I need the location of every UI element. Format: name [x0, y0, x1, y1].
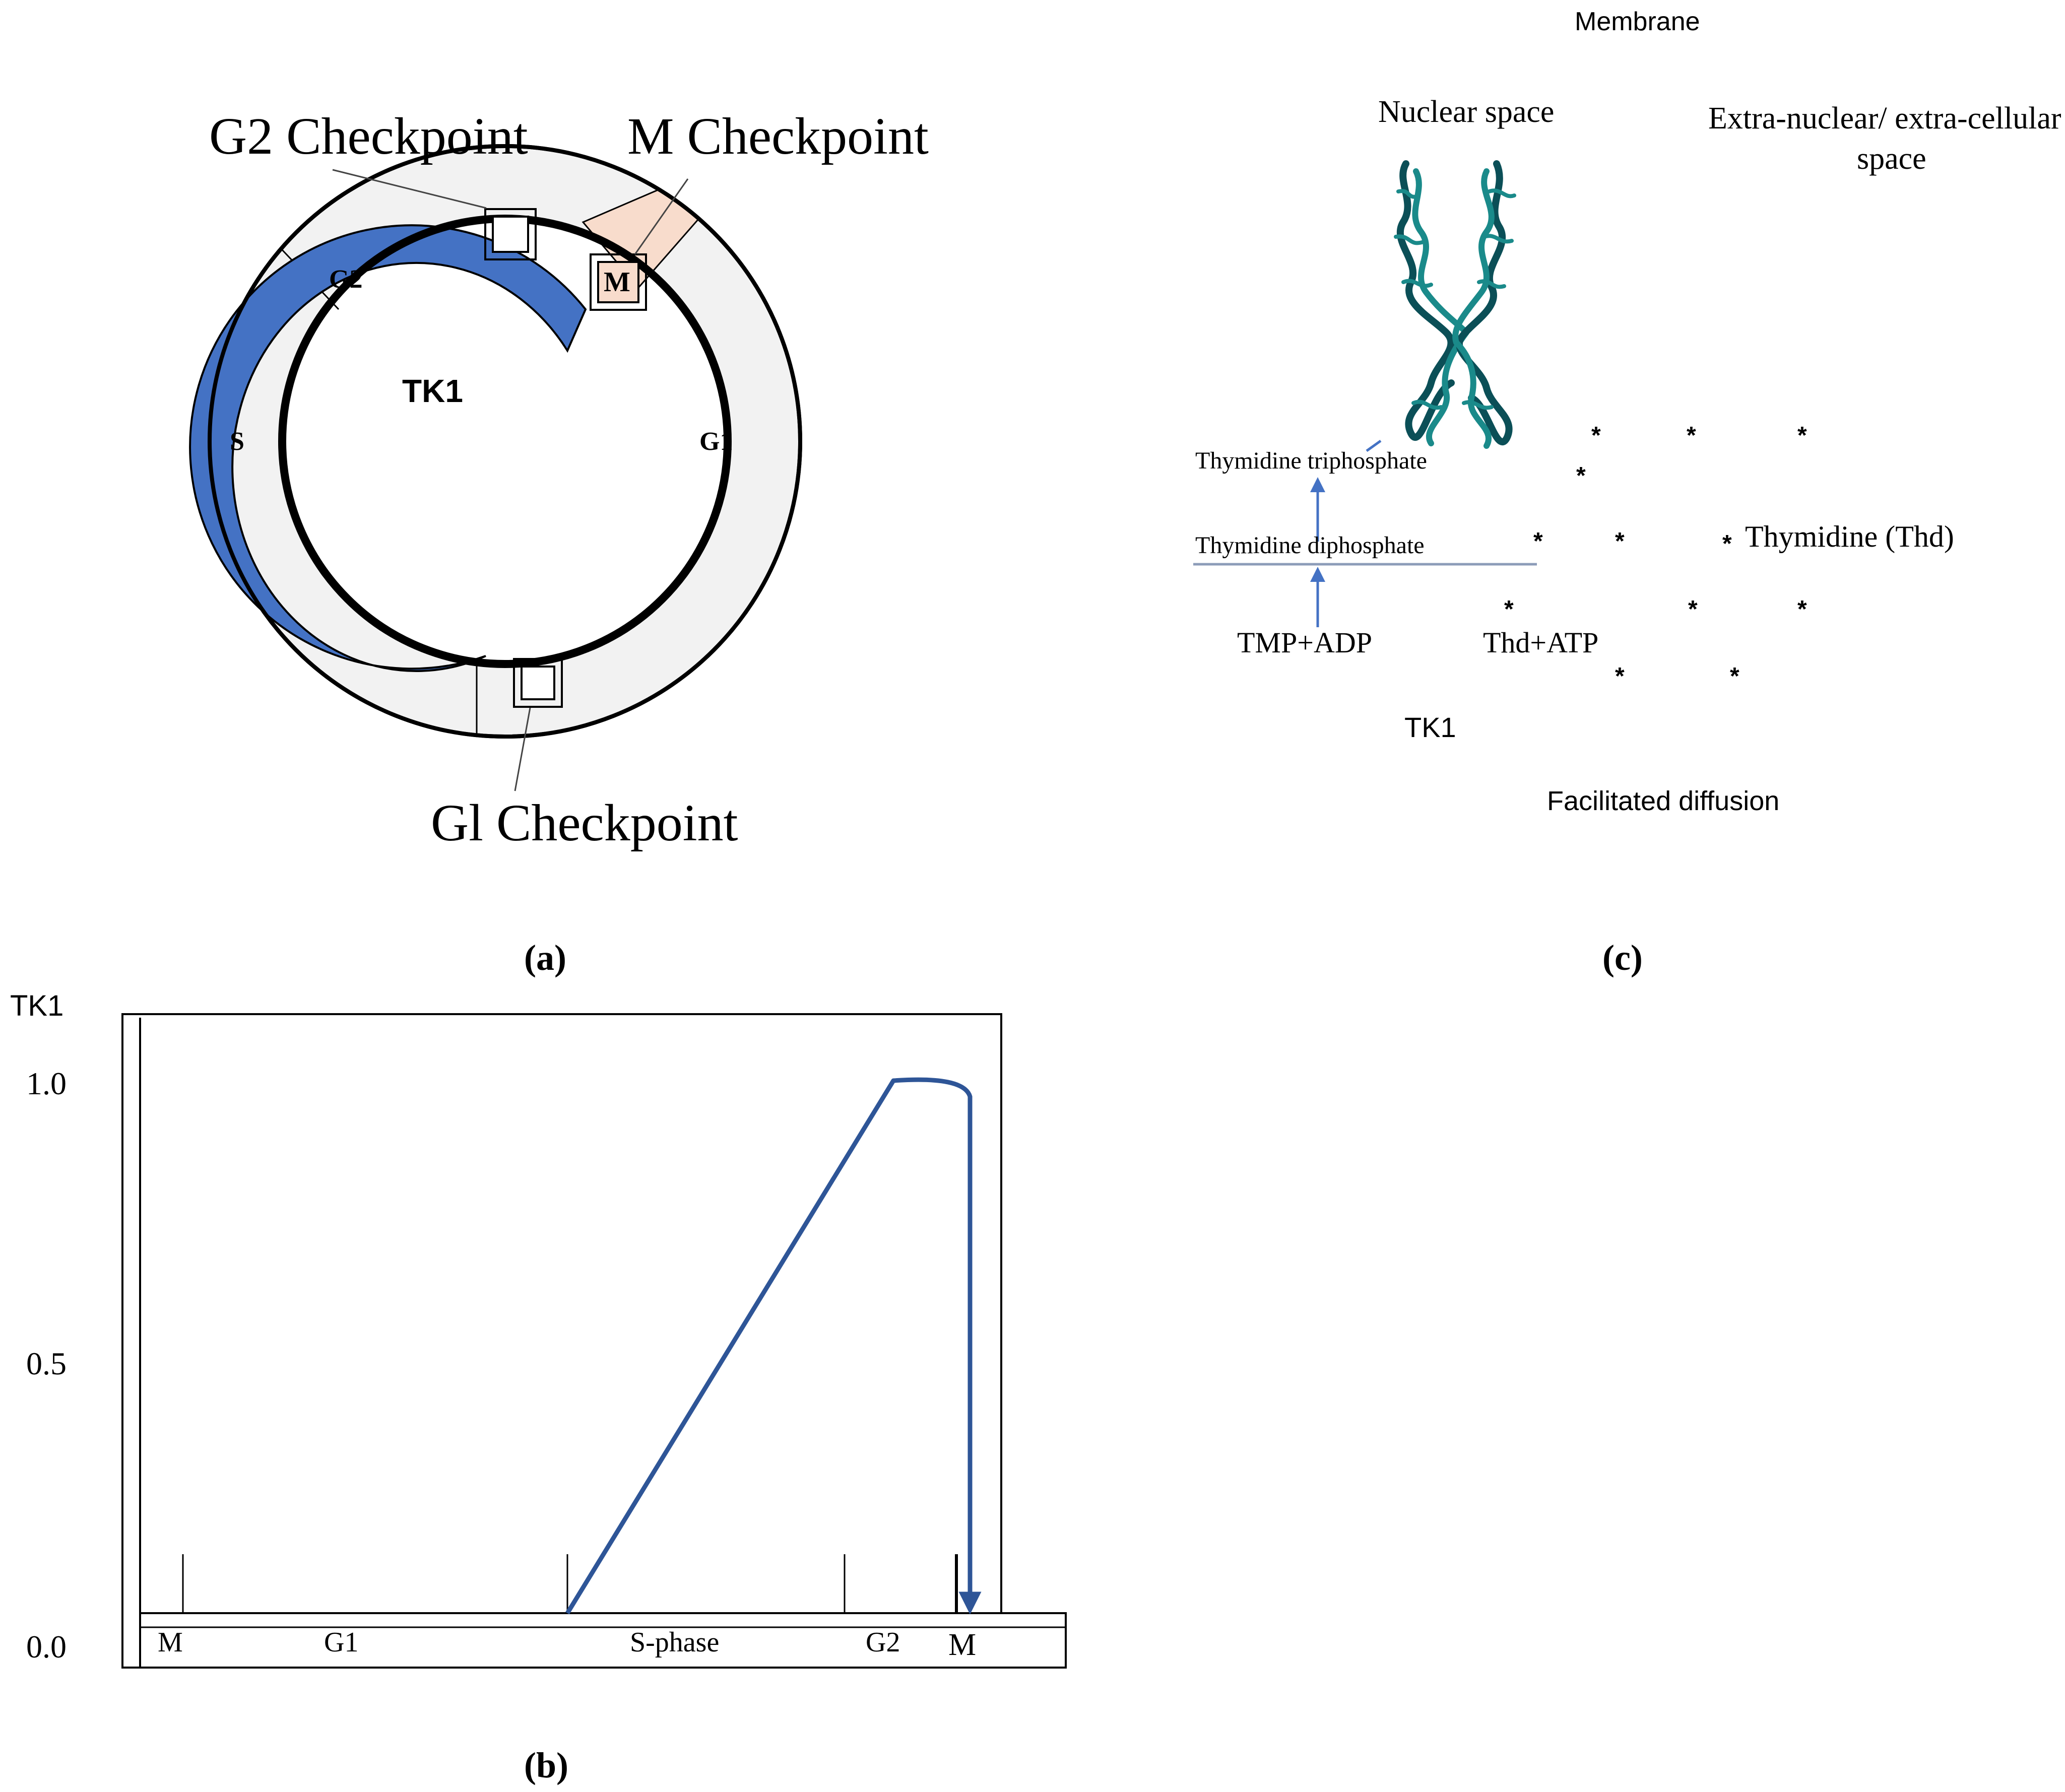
timeline-band [139, 1612, 1067, 1669]
y-tick-0-5: 0.5 [26, 1346, 67, 1381]
panel-a-cell-cycle-diagram: G2 Checkpoint M Checkpoint Gl Checkpoint… [189, 107, 929, 978]
m-checkpoint-label: M Checkpoint [627, 107, 929, 165]
thd-molecule: * [1504, 596, 1514, 623]
phase-label-g1: G1 [324, 1627, 358, 1658]
phase-label-s: S [230, 427, 244, 456]
thd-molecule: * [1687, 422, 1696, 449]
thd-molecule: * [1591, 422, 1601, 449]
y-tick-0-0: 0.0 [26, 1629, 67, 1665]
tmp-adp-label: TMP+ADP [1237, 626, 1372, 659]
chromosome-pointer [1366, 439, 1382, 452]
thd-atp-label: Thd+ATP [1483, 626, 1598, 659]
thd-molecule: * [1797, 596, 1807, 623]
thd-molecule: * [1688, 596, 1698, 623]
thymidine-molecules: * * * * * * * * * * * * [1504, 422, 1807, 690]
tk1-activity-arc [189, 224, 587, 672]
thymidine-diphosphate-label: Thymidine diphosphate [1195, 532, 1425, 559]
panel-c-caption: (c) [1602, 938, 1643, 978]
thd-molecule: * [1615, 663, 1625, 690]
panel-a-caption: (a) [524, 938, 566, 978]
phase-label-g1: G1 [699, 427, 733, 456]
thd-molecule: * [1533, 528, 1543, 555]
extra-space-label-line2: space [1857, 142, 1926, 176]
g1-checkpoint-label: Gl Checkpoint [431, 794, 738, 852]
facilitated-diffusion-label: Facilitated diffusion [1547, 786, 1779, 816]
cycle-outer-border [208, 144, 802, 739]
chromosome-illustration [1394, 160, 1516, 449]
y-tick-1-0: 1.0 [26, 1066, 67, 1101]
thd-molecule: * [1615, 528, 1625, 555]
phase-label-m-1: M [158, 1627, 183, 1658]
phase-label-g2: G2 [866, 1627, 900, 1658]
extra-space-label-line1: Extra-nuclear/ extra-cellular [1708, 101, 2061, 136]
thymidine-label: Thymidine (Thd) [1745, 520, 1954, 553]
thd-molecule: * [1797, 422, 1807, 449]
chart-frame [121, 1013, 1002, 1669]
phase-label-g2: G2 [329, 265, 362, 294]
cycle-inner-disk [282, 219, 728, 664]
g1-checkpoint-leader [514, 707, 531, 791]
m-checkpoint-box [590, 253, 647, 311]
m-checkpoint-leader [634, 178, 689, 255]
phase-label-m-2: M [948, 1628, 976, 1662]
panel-c-thymidine-pathway: Membrane Nuclear space Extra-nuclear/ ex… [1193, 7, 2061, 978]
g2-checkpoint-label: G2 Checkpoint [209, 107, 528, 165]
phase-label-m: M [604, 267, 630, 298]
nuclear-space-label: Nuclear space [1378, 95, 1554, 129]
g1-checkpoint-box [513, 658, 563, 708]
panel-b-caption: (b) [524, 1745, 568, 1785]
tk1-center-label: TK1 [402, 373, 463, 409]
thd-molecule: * [1576, 462, 1586, 489]
g2-checkpoint-box [484, 208, 537, 260]
phase-label-s-phase: S-phase [630, 1627, 719, 1658]
y-axis-label: TK1 [10, 989, 63, 1022]
membrane-label: Membrane [1575, 7, 1700, 36]
g2-checkpoint-leader [332, 169, 487, 209]
tk1-enzyme-label: TK1 [1404, 711, 1456, 743]
thd-molecule: * [1722, 530, 1732, 557]
thymidine-triphosphate-label: Thymidine triphosphate [1195, 447, 1427, 474]
thd-molecule: * [1730, 663, 1739, 690]
panel-b-tk1-chart: TK1 1.0 0.5 0.0 M G1 S-phase G2 M (b) [10, 989, 1067, 1785]
tk1-series-line [565, 1077, 982, 1615]
